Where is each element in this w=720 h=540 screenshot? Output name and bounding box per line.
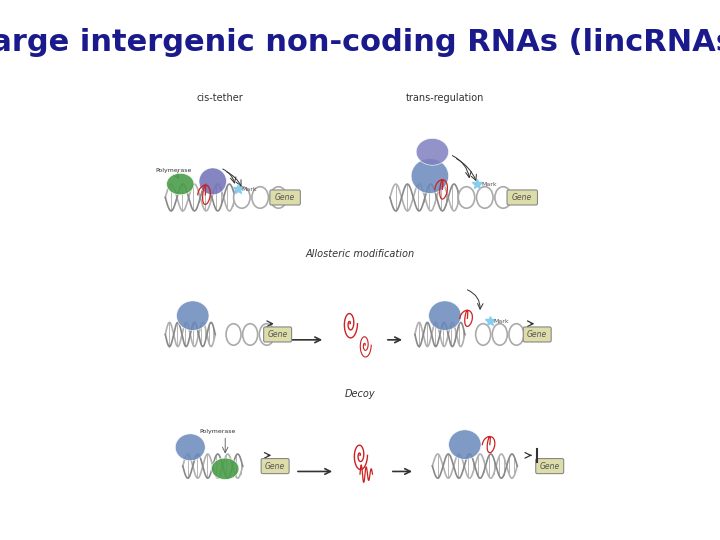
Text: Mark: Mark <box>481 181 497 186</box>
Ellipse shape <box>166 173 194 195</box>
FancyBboxPatch shape <box>507 190 537 205</box>
FancyBboxPatch shape <box>536 458 564 474</box>
Ellipse shape <box>492 323 508 345</box>
Ellipse shape <box>176 301 209 330</box>
Ellipse shape <box>199 168 227 195</box>
Text: Allosteric modification: Allosteric modification <box>305 249 415 259</box>
Ellipse shape <box>458 187 474 208</box>
Ellipse shape <box>495 187 511 208</box>
Ellipse shape <box>226 323 241 345</box>
Ellipse shape <box>270 187 287 208</box>
Text: Mark: Mark <box>494 319 510 323</box>
Ellipse shape <box>449 430 481 460</box>
Ellipse shape <box>428 301 461 330</box>
Text: Polymerase: Polymerase <box>156 168 192 173</box>
Ellipse shape <box>252 187 269 208</box>
Text: Gene: Gene <box>512 193 532 202</box>
FancyBboxPatch shape <box>523 327 552 342</box>
Ellipse shape <box>476 323 490 345</box>
Text: cis-tether: cis-tether <box>197 93 243 103</box>
Ellipse shape <box>259 323 274 345</box>
Ellipse shape <box>509 323 524 345</box>
Ellipse shape <box>233 187 250 208</box>
Text: Large intergenic non-coding RNAs (lincRNAs): Large intergenic non-coding RNAs (lincRN… <box>0 28 720 57</box>
Text: Decoy: Decoy <box>345 389 375 399</box>
Text: Gene: Gene <box>527 330 547 339</box>
Ellipse shape <box>243 323 258 345</box>
FancyBboxPatch shape <box>264 327 292 342</box>
Ellipse shape <box>175 434 205 461</box>
Text: Polymerase: Polymerase <box>199 429 236 434</box>
Ellipse shape <box>477 187 493 208</box>
Ellipse shape <box>212 458 239 480</box>
Text: Mark: Mark <box>242 187 257 192</box>
Text: Gene: Gene <box>265 462 285 470</box>
Text: Gene: Gene <box>539 462 560 470</box>
Ellipse shape <box>411 159 449 193</box>
FancyBboxPatch shape <box>261 458 289 474</box>
Text: trans-regulation: trans-regulation <box>405 93 484 103</box>
Text: Gene: Gene <box>268 330 288 339</box>
FancyBboxPatch shape <box>270 190 300 205</box>
Ellipse shape <box>416 138 449 165</box>
Text: Gene: Gene <box>275 193 295 202</box>
